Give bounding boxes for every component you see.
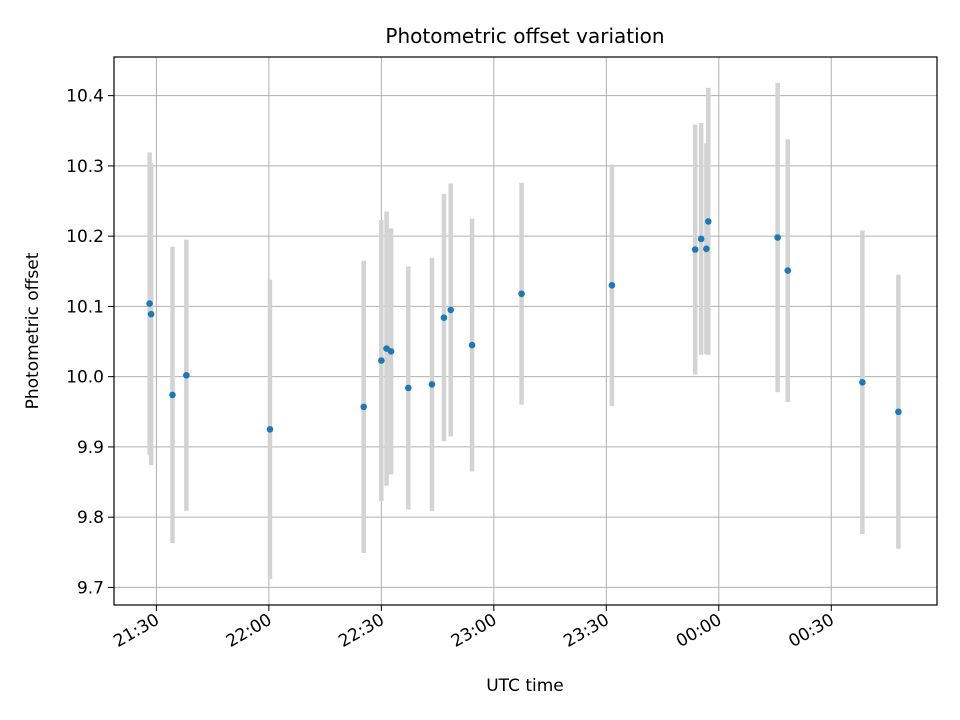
- data-point: [703, 245, 710, 253]
- data-point: [183, 371, 190, 379]
- data-point: [146, 300, 153, 307]
- data-point: [405, 384, 412, 392]
- data-point: [518, 290, 525, 298]
- chart-title: Photometric offset variation: [385, 24, 664, 48]
- data-point: [608, 282, 616, 289]
- y-tick-label: 10.2: [66, 227, 104, 247]
- data-point: [169, 391, 176, 399]
- data-point: [784, 267, 792, 274]
- y-tick-label: 10.1: [66, 297, 104, 317]
- data-point: [147, 310, 155, 318]
- data-point: [697, 235, 705, 243]
- data-point: [387, 348, 395, 355]
- point-layer: [146, 218, 902, 433]
- data-point: [378, 357, 385, 364]
- data-point: [447, 306, 454, 314]
- plot-frame: [113, 56, 938, 606]
- data-point: [691, 246, 699, 253]
- y-axis: 9.7 9.8 9.9 10.0 10.1 10.2 10.3 10.4: [66, 87, 114, 598]
- data-point: [468, 341, 476, 349]
- data-point: [360, 403, 368, 411]
- y-tick-label: 9.8: [77, 508, 104, 528]
- x-axis-label: UTC time: [486, 676, 564, 696]
- data-point: [440, 314, 448, 321]
- data-point: [859, 378, 866, 386]
- data-point: [895, 408, 902, 416]
- y-axis-label: Photometric offset: [23, 252, 43, 409]
- y-tick-label: 9.7: [77, 578, 104, 598]
- y-tick-label: 10.0: [66, 368, 104, 388]
- grid-layer: [114, 57, 937, 605]
- data-point: [266, 426, 274, 433]
- y-tick-label: 9.9: [77, 438, 104, 458]
- data-point: [774, 234, 781, 241]
- y-tick-label: 10.4: [66, 87, 104, 107]
- data-point: [704, 218, 712, 225]
- y-tick-label: 10.3: [66, 157, 104, 177]
- data-point: [428, 381, 436, 388]
